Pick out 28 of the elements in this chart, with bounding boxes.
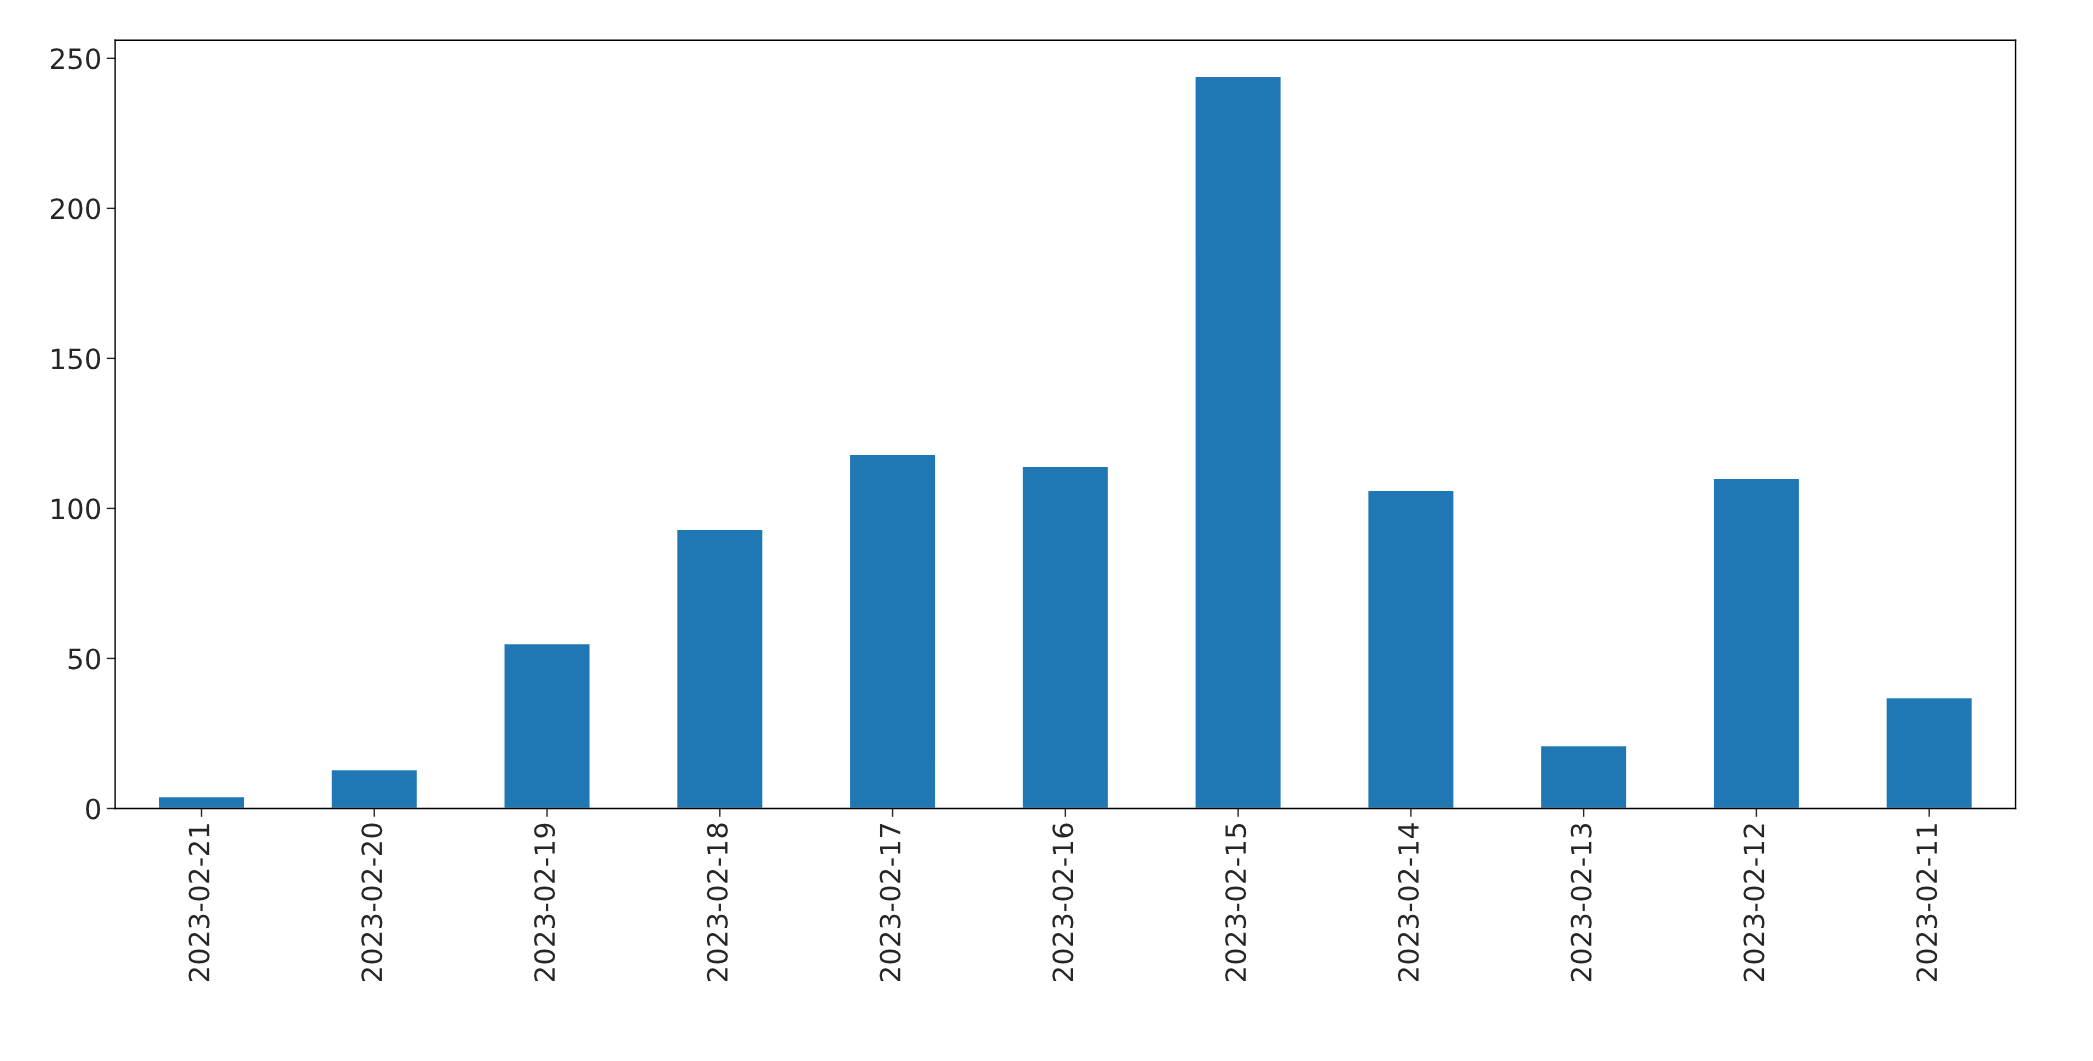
y-tick-label: 0 xyxy=(86,798,101,820)
bar xyxy=(157,795,246,809)
x-tick-label: 2023-02-14 xyxy=(1397,823,1419,982)
y-tick-label: 200 xyxy=(50,198,101,220)
x-tick-label: 2023-02-19 xyxy=(534,823,556,982)
bar xyxy=(503,642,591,809)
bar xyxy=(1194,75,1282,809)
x-tick-label: 2023-02-16 xyxy=(1052,823,1074,982)
y-tick-label: 50 xyxy=(68,648,101,670)
x-tick-label: 2023-02-15 xyxy=(1225,824,1247,982)
x-tick-label: 2023-02-12 xyxy=(1743,824,1765,982)
y-tick-label: 150 xyxy=(51,348,101,370)
x-tick-label: 2023-02-13 xyxy=(1570,823,1592,982)
x-tick-label: 2023-02-21 xyxy=(188,824,210,982)
bar xyxy=(1021,465,1110,809)
x-tick-label: 2023-02-17 xyxy=(879,824,901,982)
bar xyxy=(1885,696,1974,809)
bar xyxy=(848,453,937,809)
x-tick-label: 2023-02-11 xyxy=(1916,824,1938,982)
bar xyxy=(1539,744,1628,809)
x-tick-label: 2023-02-18 xyxy=(706,823,728,982)
bar xyxy=(1712,477,1801,809)
y-tick-label: 100 xyxy=(51,498,101,520)
bar xyxy=(675,528,764,809)
x-tick-label: 2023-02-20 xyxy=(361,823,383,982)
y-tick-label: 250 xyxy=(50,48,101,70)
bar xyxy=(1366,489,1455,809)
bar xyxy=(330,768,419,809)
